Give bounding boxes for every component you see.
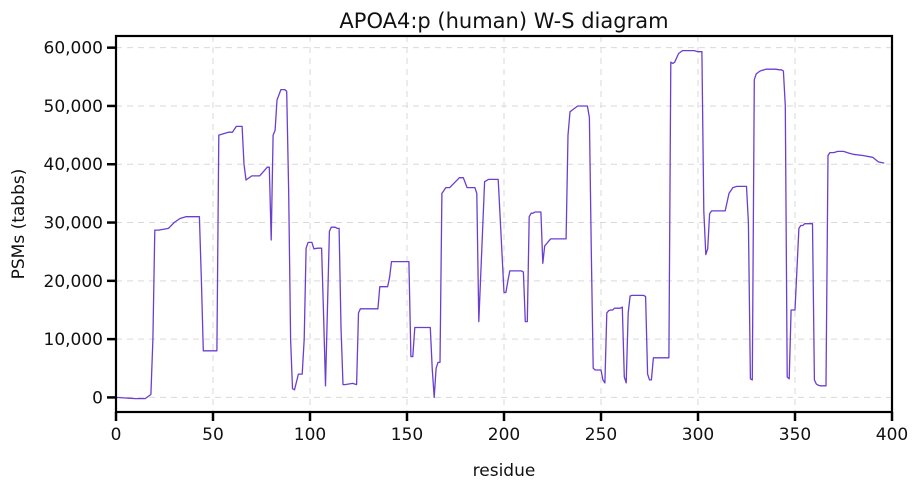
x-tick-label: 350	[779, 425, 811, 445]
y-tick-label: 60,000	[44, 39, 103, 59]
x-tick-label: 300	[682, 425, 714, 445]
y-axis-label: PSMs (tabbs)	[9, 169, 29, 280]
y-tick-label: 40,000	[44, 155, 103, 175]
y-tick-label: 30,000	[44, 214, 103, 234]
y-tick-label: 10,000	[44, 330, 103, 350]
x-tick-label: 250	[585, 425, 617, 445]
x-tick-label: 200	[488, 425, 520, 445]
chart-title: APOA4:p (human) W-S diagram	[339, 9, 668, 33]
y-tick-label: 20,000	[44, 272, 103, 292]
x-tick-label: 0	[111, 425, 122, 445]
x-tick-label: 150	[391, 425, 423, 445]
grid-layer	[115, 36, 893, 412]
y-tick-label: 0	[92, 388, 103, 408]
x-axis-label: residue	[473, 461, 536, 481]
series-line	[115, 49, 885, 400]
y-tick-label: 50,000	[44, 97, 103, 117]
x-tick-label: 100	[294, 425, 326, 445]
y-axis: 0 10,000 20,000 30,000 40,000 50,000 60,000	[44, 39, 116, 408]
x-tick-label: 50	[202, 425, 224, 445]
x-tick-label: 400	[876, 425, 908, 445]
x-axis: 0 50 100 150 200 250 300 350 400	[111, 412, 908, 445]
